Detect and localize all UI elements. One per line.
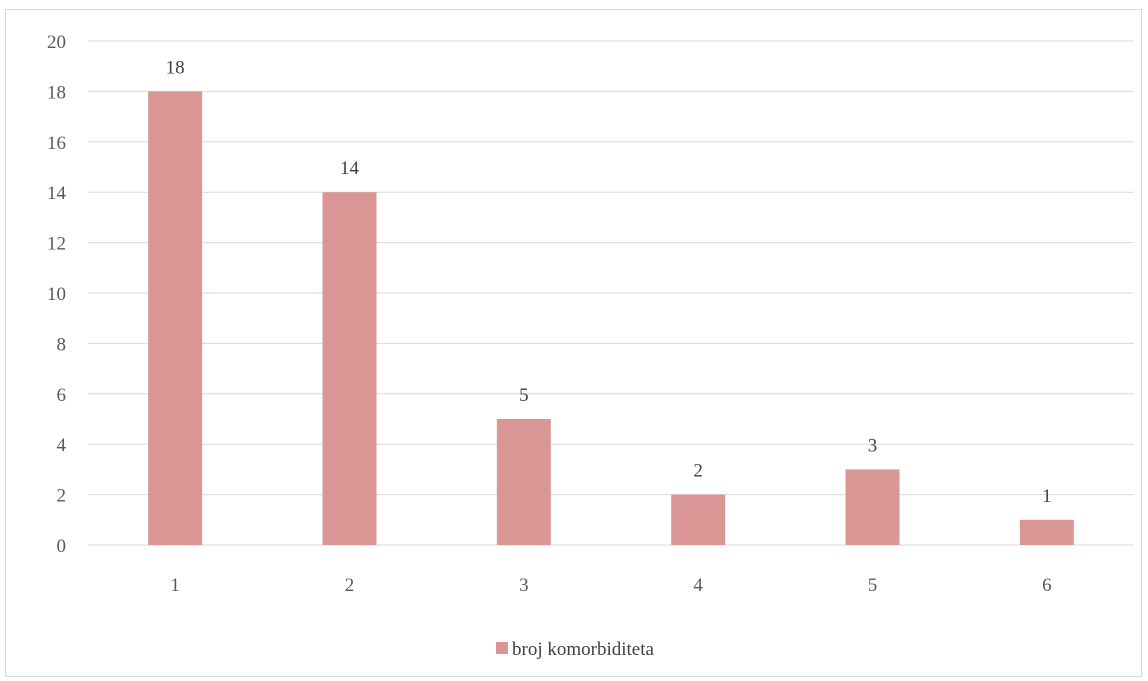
bar (496, 419, 551, 545)
x-axis-ticks: 1 2 3 4 5 6 (170, 575, 1051, 596)
x-tick-label: 4 (693, 575, 703, 596)
bar (671, 494, 726, 545)
data-label: 2 (693, 461, 703, 482)
gridlines (88, 40, 1134, 546)
y-tick-label: 20 (47, 32, 66, 53)
data-label: 14 (340, 158, 360, 179)
y-tick-label: 0 (57, 536, 67, 557)
x-tick-label: 1 (170, 575, 180, 596)
x-tick-label: 5 (868, 575, 878, 596)
data-label: 18 (166, 57, 185, 78)
y-tick-label: 6 (57, 385, 67, 406)
y-tick-label: 16 (47, 133, 66, 154)
data-label: 5 (519, 385, 529, 406)
y-tick-label: 14 (47, 183, 67, 204)
y-axis-ticks: 0 2 4 6 8 10 12 14 16 18 20 (47, 32, 67, 557)
y-tick-label: 8 (57, 334, 67, 355)
x-tick-label: 6 (1042, 575, 1052, 596)
y-tick-label: 18 (47, 82, 66, 103)
legend-label: broj komorbiditeta (512, 639, 655, 660)
bar (148, 91, 203, 546)
x-tick-label: 2 (345, 575, 355, 596)
data-labels: 18 14 5 2 3 1 (166, 57, 1052, 506)
y-tick-label: 2 (57, 486, 67, 507)
legend-swatch (496, 642, 508, 654)
bar (845, 469, 900, 545)
data-label: 3 (868, 435, 878, 456)
y-tick-label: 12 (47, 234, 66, 255)
x-tick-label: 3 (519, 575, 529, 596)
legend: broj komorbiditeta (496, 639, 655, 660)
bar (322, 192, 377, 545)
y-tick-label: 4 (57, 435, 67, 456)
bar (1019, 519, 1074, 545)
data-label: 1 (1042, 486, 1052, 507)
y-tick-label: 10 (47, 284, 66, 305)
bars (148, 91, 1074, 546)
